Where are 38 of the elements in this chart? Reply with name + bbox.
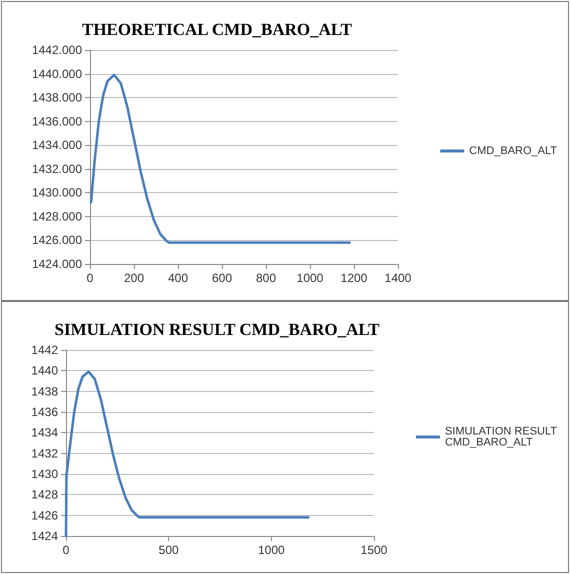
x-tick-label: 0 — [86, 271, 94, 285]
y-tick-label: 1424.000 — [32, 257, 82, 271]
x-tick-label: 0 — [62, 543, 70, 557]
legend-label: CMD_BARO_ALT — [469, 145, 558, 157]
y-tick-label: 1432 — [31, 446, 58, 460]
chart-title: THEORETICAL CMD_BARO_ALT — [82, 20, 353, 39]
x-tick-label: 1200 — [340, 271, 368, 285]
y-tick-label: 1426 — [31, 508, 58, 522]
y-tick-label: 1434 — [31, 426, 58, 440]
line-series — [90, 74, 351, 244]
x-tick-label: 600 — [212, 271, 232, 285]
y-tick-label: 1426.000 — [32, 233, 82, 248]
x-tick-label: 1500 — [360, 543, 388, 557]
legend-label: SIMULATION RESULT CMD_BARO_ALT — [444, 426, 558, 448]
y-tick-label: 1430.000 — [32, 186, 82, 200]
y-tick-label: 1430 — [31, 467, 58, 481]
y-tick-label: 1438.000 — [32, 90, 82, 105]
y-tick-label: 1436.000 — [32, 114, 82, 128]
y-tick-label: 1442.000 — [32, 43, 82, 57]
y-tick-label: 1438 — [31, 384, 58, 398]
x-tick-label: 1000 — [258, 543, 286, 557]
x-tick-label: 1400 — [384, 271, 412, 285]
y-tick-label: 1434.000 — [32, 138, 82, 152]
y-tick-label: 1440 — [31, 364, 58, 378]
x-tick-label: 1000 — [296, 271, 324, 285]
x-tick-label: 200 — [124, 271, 144, 285]
x-tick-label: 400 — [168, 271, 188, 285]
chart-title: SIMULATION RESULT CMD_BARO_ALT — [54, 320, 380, 339]
y-tick-label: 1424 — [31, 529, 58, 543]
line-series — [64, 370, 310, 538]
x-tick-label: 800 — [256, 271, 276, 285]
x-tick-label: 500 — [158, 543, 179, 557]
y-tick-label: 1432.000 — [32, 162, 82, 176]
y-tick-label: 1436 — [31, 405, 58, 419]
y-tick-label: 1428 — [31, 488, 58, 502]
y-tick-label: 1440.000 — [32, 66, 82, 81]
y-tick-label: 1428.000 — [32, 209, 82, 224]
y-tick-label: 1442 — [31, 343, 58, 357]
